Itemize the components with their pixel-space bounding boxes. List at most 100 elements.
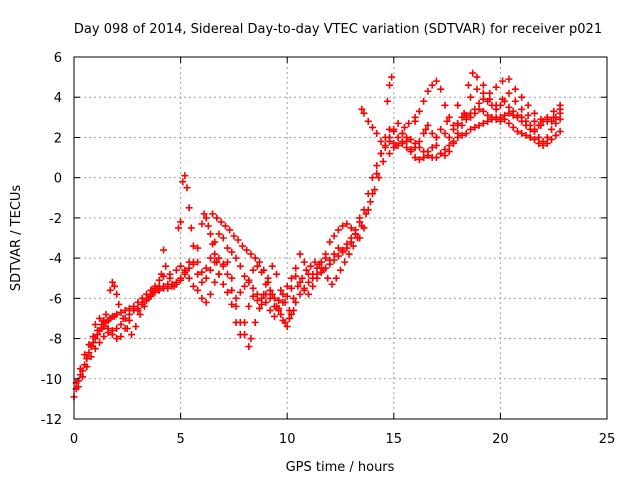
data-point <box>151 282 159 290</box>
x-tick-label: 25 <box>599 432 616 447</box>
data-point <box>96 314 104 322</box>
data-point <box>526 133 534 141</box>
data-point <box>172 280 180 288</box>
data-point <box>93 327 101 335</box>
data-point <box>407 148 415 156</box>
data-point <box>249 284 257 292</box>
data-point <box>432 154 440 162</box>
data-point <box>511 85 519 93</box>
data-point <box>202 274 210 282</box>
data-point <box>283 292 291 300</box>
data-point <box>102 310 110 318</box>
data-point <box>475 121 483 129</box>
data-point <box>505 103 513 111</box>
x-tick-label: 20 <box>492 432 509 447</box>
data-point <box>543 117 551 125</box>
data-point <box>358 105 366 113</box>
y-tick-label: -2 <box>49 212 62 227</box>
data-point <box>236 262 244 270</box>
data-point <box>224 288 232 296</box>
data-point <box>266 306 274 314</box>
data-point <box>499 95 507 103</box>
data-point <box>441 146 449 154</box>
data-point <box>241 331 249 339</box>
chart-title: Day 098 of 2014, Sidereal Day-to-day VTE… <box>74 22 602 37</box>
data-point <box>334 244 342 252</box>
data-point <box>420 154 428 162</box>
data-point <box>479 107 487 115</box>
data-point <box>479 95 487 103</box>
data-point <box>343 220 351 228</box>
data-point <box>198 278 206 286</box>
data-point <box>424 121 432 129</box>
data-point <box>326 260 334 268</box>
data-point <box>245 276 253 284</box>
data-point <box>437 125 445 133</box>
data-point <box>117 333 125 341</box>
data-point <box>368 174 376 182</box>
data-point <box>518 129 526 137</box>
data-point <box>243 246 251 254</box>
data-point <box>339 222 347 230</box>
data-point <box>215 254 223 262</box>
data-point <box>386 133 394 141</box>
data-point <box>424 87 432 95</box>
data-point <box>206 290 214 298</box>
data-point <box>260 266 268 274</box>
data-point <box>358 222 366 230</box>
data-point <box>219 234 227 242</box>
data-point <box>415 156 423 164</box>
data-point <box>211 238 219 246</box>
data-point <box>473 85 481 93</box>
data-point <box>106 286 114 294</box>
data-point <box>394 133 402 141</box>
data-point <box>302 266 310 274</box>
data-point <box>443 117 451 125</box>
data-point <box>319 266 327 274</box>
data-point <box>556 105 564 113</box>
data-point <box>505 119 513 127</box>
data-point <box>181 172 189 180</box>
data-point <box>535 139 543 147</box>
data-point <box>113 335 121 343</box>
data-point <box>290 294 298 302</box>
data-point <box>174 224 182 232</box>
data-point <box>74 383 82 391</box>
data-point <box>89 333 97 341</box>
data-point <box>475 105 483 113</box>
data-point <box>445 133 453 141</box>
data-point <box>407 135 415 143</box>
data-point <box>209 210 217 218</box>
data-point <box>420 129 428 137</box>
data-point <box>388 73 396 81</box>
data-point <box>236 318 244 326</box>
data-point <box>98 320 106 328</box>
x-axis-label: GPS time / hours <box>286 460 395 475</box>
data-point <box>484 111 492 119</box>
data-point <box>179 178 187 186</box>
data-point <box>228 274 236 282</box>
data-point <box>230 232 238 240</box>
data-point <box>108 278 116 286</box>
data-point <box>262 298 270 306</box>
data-point <box>298 274 306 282</box>
data-point <box>292 272 300 280</box>
data-point <box>326 238 334 246</box>
data-point <box>185 258 193 266</box>
data-point <box>354 234 362 242</box>
data-point <box>454 121 462 129</box>
data-point <box>185 204 193 212</box>
data-point <box>441 101 449 109</box>
data-point <box>198 294 206 302</box>
data-point <box>151 288 159 296</box>
data-point <box>473 73 481 81</box>
data-point <box>513 127 521 135</box>
data-point <box>356 214 364 222</box>
data-point <box>247 250 255 258</box>
data-point <box>255 304 263 312</box>
data-point <box>386 150 394 158</box>
data-point <box>83 355 91 363</box>
data-point <box>187 224 195 232</box>
data-point <box>232 302 240 310</box>
data-point <box>228 286 236 294</box>
